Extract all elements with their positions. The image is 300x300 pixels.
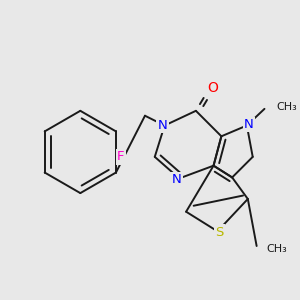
Text: N: N bbox=[158, 119, 167, 132]
Text: CH₃: CH₃ bbox=[276, 102, 297, 112]
Text: CH₃: CH₃ bbox=[266, 244, 287, 254]
Text: S: S bbox=[215, 226, 224, 239]
Text: F: F bbox=[117, 150, 124, 164]
Text: N: N bbox=[171, 173, 181, 186]
Text: N: N bbox=[244, 118, 254, 131]
Text: O: O bbox=[207, 81, 218, 95]
